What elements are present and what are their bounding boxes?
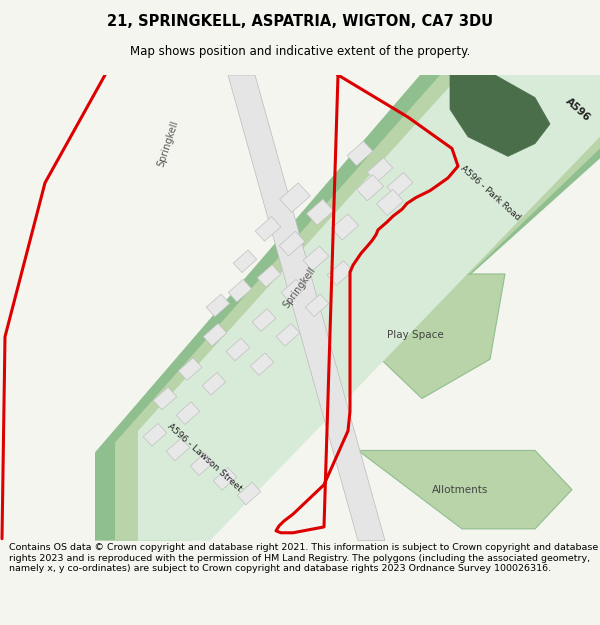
- Text: Allotments: Allotments: [432, 484, 488, 494]
- Polygon shape: [203, 324, 227, 346]
- Text: Play Space: Play Space: [386, 330, 443, 340]
- Text: Springkell: Springkell: [156, 119, 180, 168]
- Polygon shape: [213, 468, 237, 490]
- Text: A596 - Lawson Street: A596 - Lawson Street: [166, 422, 244, 493]
- Polygon shape: [252, 309, 276, 331]
- Polygon shape: [331, 214, 359, 240]
- Text: A596: A596: [563, 96, 592, 123]
- Polygon shape: [115, 75, 600, 541]
- Polygon shape: [356, 174, 383, 201]
- Polygon shape: [280, 182, 310, 213]
- Text: 21, SPRINGKELL, ASPATRIA, WIGTON, CA7 3DU: 21, SPRINGKELL, ASPATRIA, WIGTON, CA7 3D…: [107, 14, 493, 29]
- Polygon shape: [237, 482, 261, 505]
- Polygon shape: [178, 357, 202, 381]
- Polygon shape: [176, 402, 200, 424]
- Polygon shape: [387, 173, 413, 197]
- Polygon shape: [358, 451, 572, 529]
- Polygon shape: [257, 264, 281, 288]
- Polygon shape: [307, 199, 334, 225]
- Polygon shape: [190, 453, 214, 476]
- Polygon shape: [367, 158, 393, 182]
- Text: A596 - Park Road: A596 - Park Road: [458, 163, 522, 222]
- Polygon shape: [202, 372, 226, 395]
- Polygon shape: [138, 75, 600, 541]
- Polygon shape: [166, 438, 190, 461]
- Polygon shape: [327, 261, 353, 286]
- Polygon shape: [255, 217, 281, 241]
- Polygon shape: [303, 246, 329, 271]
- Polygon shape: [345, 274, 505, 399]
- Polygon shape: [305, 294, 329, 317]
- Polygon shape: [95, 75, 600, 541]
- Polygon shape: [228, 279, 252, 302]
- Text: Springkell: Springkell: [282, 265, 318, 310]
- Polygon shape: [233, 250, 257, 272]
- Polygon shape: [226, 338, 250, 361]
- Polygon shape: [228, 75, 385, 541]
- Polygon shape: [347, 141, 373, 166]
- Polygon shape: [153, 388, 177, 410]
- Polygon shape: [276, 324, 300, 346]
- Polygon shape: [376, 189, 404, 216]
- Polygon shape: [450, 75, 550, 156]
- Polygon shape: [281, 279, 305, 302]
- Polygon shape: [250, 353, 274, 376]
- Polygon shape: [143, 424, 167, 446]
- Text: Map shows position and indicative extent of the property.: Map shows position and indicative extent…: [130, 44, 470, 58]
- Text: Contains OS data © Crown copyright and database right 2021. This information is : Contains OS data © Crown copyright and d…: [9, 543, 598, 573]
- Polygon shape: [279, 231, 305, 256]
- Polygon shape: [206, 294, 230, 317]
